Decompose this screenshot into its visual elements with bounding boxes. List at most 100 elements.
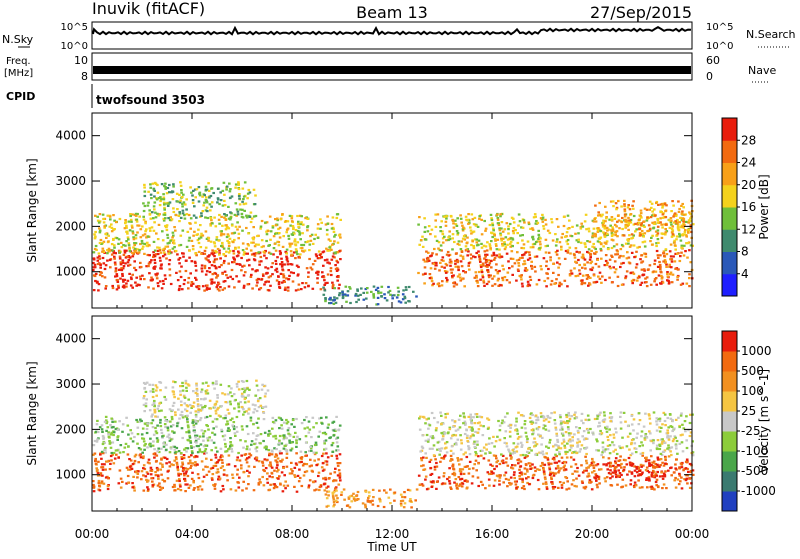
power-data-cell — [344, 293, 347, 295]
power-data-cell — [153, 205, 156, 207]
power-data-cell — [188, 257, 191, 259]
power-data-cell — [635, 228, 638, 230]
power-data-cell — [589, 262, 592, 264]
velocity-data-cell — [290, 468, 293, 470]
velocity-data-cell — [285, 450, 288, 452]
velocity-data-cell — [460, 473, 463, 475]
noise-right-label: N.Search — [746, 28, 796, 41]
velocity-data-cell — [593, 461, 596, 463]
velocity-data-cell — [159, 419, 162, 421]
power-data-cell — [193, 231, 196, 233]
power-data-cell — [295, 251, 298, 253]
power-data-cell — [496, 248, 499, 250]
velocity-data-cell — [233, 428, 236, 430]
velocity-data-cell — [642, 452, 645, 454]
velocity-data-cell — [659, 420, 662, 422]
power-data-cell — [308, 258, 311, 260]
velocity-data-cell — [214, 454, 217, 456]
velocity-data-cell — [378, 490, 381, 492]
velocity-data-cell — [331, 455, 334, 457]
power-data-cell — [166, 234, 169, 236]
velocity-data-cell — [202, 433, 205, 435]
power-data-cell — [685, 235, 688, 237]
velocity-data-cell — [206, 474, 209, 476]
power-data-cell — [604, 279, 607, 281]
velocity-data-cell — [559, 481, 562, 483]
power-data-cell — [104, 268, 107, 270]
velocity-data-cell — [281, 442, 284, 444]
power-data-cell — [300, 221, 303, 223]
velocity-data-cell — [322, 432, 325, 434]
velocity-data-cell — [314, 444, 317, 446]
velocity-data-cell — [118, 482, 121, 484]
velocity-data-cell — [628, 457, 631, 459]
velocity-data-cell — [238, 406, 241, 408]
power-data-cell — [281, 213, 284, 215]
power-data-cell — [576, 224, 579, 226]
power-data-cell — [366, 292, 369, 294]
power-data-cell — [434, 268, 437, 270]
velocity-data-cell — [165, 444, 168, 446]
power-data-cell — [467, 213, 470, 215]
velocity-data-cell — [248, 453, 251, 455]
power-data-cell — [282, 246, 285, 248]
power-data-cell — [133, 260, 136, 262]
velocity-data-cell — [205, 424, 208, 426]
velocity-data-cell — [256, 450, 259, 452]
power-data-cell — [574, 233, 577, 235]
velocity-data-cell — [203, 476, 206, 478]
power-data-cell — [210, 219, 213, 221]
power-data-cell — [272, 253, 275, 255]
velocity-data-cell — [212, 473, 215, 475]
power-data-cell — [680, 240, 683, 242]
velocity-data-cell — [684, 420, 687, 422]
power-data-cell — [649, 240, 652, 242]
power-data-cell — [122, 281, 125, 283]
power-data-cell — [657, 204, 660, 206]
power-data-cell — [530, 279, 533, 281]
velocity-data-cell — [209, 400, 212, 402]
velocity-data-cell — [169, 421, 172, 423]
velocity-data-cell — [431, 481, 434, 483]
velocity-data-cell — [657, 457, 660, 459]
power-data-cell — [332, 216, 335, 218]
power-data-cell — [615, 268, 618, 270]
power-data-cell — [159, 204, 162, 206]
power-data-cell — [232, 241, 235, 243]
velocity-data-cell — [515, 483, 518, 485]
velocity-data-cell — [558, 453, 561, 455]
velocity-data-cell — [214, 406, 217, 408]
power-data-cell — [326, 233, 329, 235]
velocity-data-cell — [337, 429, 340, 431]
power-data-cell — [339, 236, 342, 238]
power-data-cell — [496, 214, 499, 216]
power-data-cell — [148, 263, 151, 265]
power-data-cell — [489, 262, 492, 264]
power-data-cell — [183, 279, 186, 281]
velocity-data-cell — [326, 464, 329, 466]
velocity-data-cell — [537, 479, 540, 481]
velocity-data-cell — [197, 400, 200, 402]
velocity-data-cell — [142, 428, 145, 430]
velocity-data-cell — [128, 458, 131, 460]
power-data-cell — [255, 243, 258, 245]
power-data-cell — [209, 203, 212, 205]
power-data-cell — [534, 213, 537, 215]
velocity-data-cell — [269, 461, 272, 463]
velocity-data-cell — [180, 489, 183, 491]
power-data-cell — [260, 226, 263, 228]
power-data-cell — [280, 258, 283, 260]
power-data-cell — [664, 228, 667, 230]
power-data-cell — [178, 215, 181, 217]
power-data-cell — [223, 213, 226, 215]
velocity-data-cell — [161, 432, 164, 434]
power-data-cell — [206, 201, 209, 203]
power-data-cell — [130, 284, 133, 286]
power-data-cell — [124, 251, 127, 253]
power-data-cell — [98, 227, 101, 229]
power-data-cell — [332, 284, 335, 286]
power-data-cell — [258, 264, 261, 266]
velocity-data-cell — [174, 381, 177, 383]
power-data-cell — [262, 245, 265, 247]
velocity-data-cell — [452, 473, 455, 475]
